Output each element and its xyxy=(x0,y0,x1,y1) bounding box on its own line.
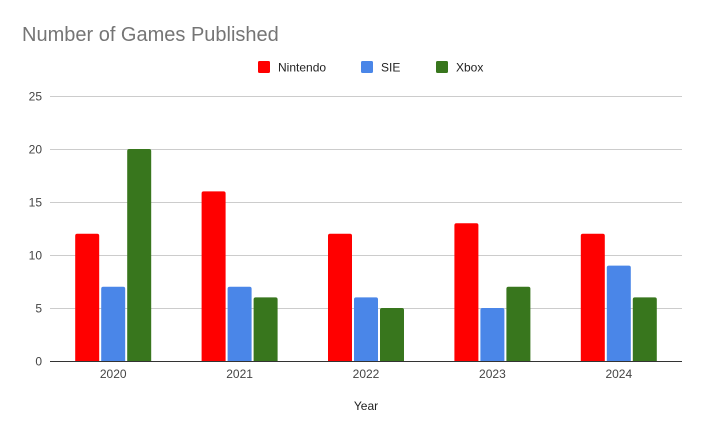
y-tick-label: 10 xyxy=(29,249,43,263)
bar-nintendo-2023 xyxy=(454,223,479,361)
gridlines xyxy=(50,96,682,309)
x-tick-label: 2022 xyxy=(353,367,380,381)
bar-xbox-2023 xyxy=(506,286,531,361)
legend-swatch-nintendo xyxy=(258,61,270,73)
bar-sie-2021 xyxy=(227,286,252,361)
x-axis-ticks: 2020 2021 2022 2023 2024 xyxy=(100,367,633,381)
legend: Nintendo SIE Xbox xyxy=(258,61,483,75)
legend-label-xbox: Xbox xyxy=(456,61,483,75)
bar-nintendo-2022 xyxy=(328,233,352,361)
bar-sie-2022 xyxy=(354,297,378,361)
y-axis-ticks: 0 5 10 15 20 25 xyxy=(29,90,43,369)
x-axis-label: Year xyxy=(354,399,378,413)
bar-xbox-2024 xyxy=(632,297,657,361)
y-tick-label: 5 xyxy=(35,302,42,316)
y-tick-label: 0 xyxy=(35,355,42,369)
bar-nintendo-2020 xyxy=(75,233,100,361)
bar-xbox-2020 xyxy=(127,149,152,361)
bars xyxy=(75,149,657,361)
legend-label-sie: SIE xyxy=(381,61,400,75)
x-tick-label: 2023 xyxy=(479,367,506,381)
x-tick-label: 2020 xyxy=(100,367,127,381)
legend-swatch-xbox xyxy=(436,61,448,73)
x-tick-label: 2021 xyxy=(226,367,253,381)
bar-sie-2024 xyxy=(606,265,631,361)
bar-nintendo-2021 xyxy=(201,191,226,361)
bar-sie-2023 xyxy=(480,308,505,361)
x-tick-label: 2024 xyxy=(605,367,632,381)
bar-sie-2020 xyxy=(101,286,126,361)
bar-nintendo-2024 xyxy=(580,233,605,361)
y-tick-label: 20 xyxy=(29,143,43,157)
bar-xbox-2022 xyxy=(380,308,404,361)
legend-swatch-sie xyxy=(361,61,373,73)
bar-xbox-2021 xyxy=(253,297,278,361)
y-tick-label: 25 xyxy=(29,90,43,104)
legend-label-nintendo: Nintendo xyxy=(278,61,326,75)
y-tick-label: 15 xyxy=(29,196,43,210)
chart-title: Number of Games Published xyxy=(22,24,279,46)
